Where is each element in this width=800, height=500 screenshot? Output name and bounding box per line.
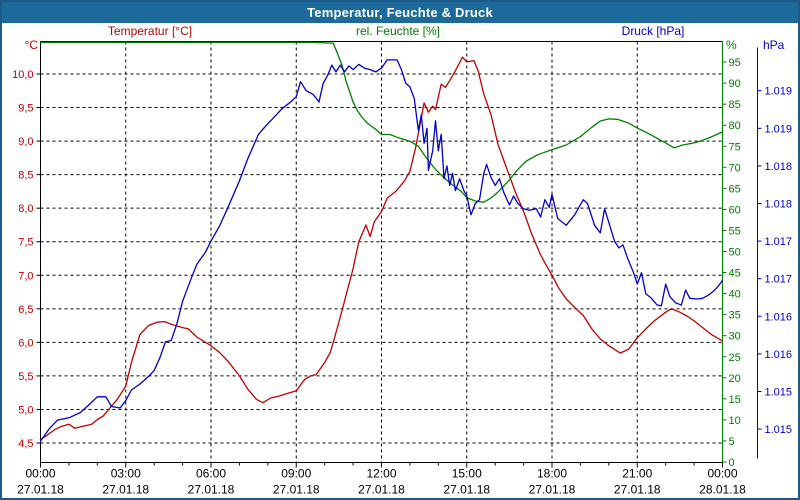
pressure-tick-label: 1.018 — [765, 199, 793, 211]
humidity-tick-label: 70 — [729, 162, 741, 174]
x-tick-time: 12:00 — [366, 467, 396, 481]
x-tick-time: 15:00 — [452, 467, 482, 481]
x-tick-time: 06:00 — [196, 467, 226, 481]
humidity-tick-label: 30 — [729, 331, 741, 343]
pressure-line — [39, 59, 724, 442]
humidity-tick-label: 90 — [729, 78, 741, 90]
temp-tick-label: 5,0 — [18, 404, 33, 416]
temp-tick-label: 6,5 — [18, 304, 33, 316]
humidity-tick-label: 10 — [729, 415, 741, 427]
pressure-tick-label: 1.016 — [765, 349, 793, 361]
temperature-line — [39, 56, 724, 441]
temp-axis-unit: °C — [24, 38, 38, 52]
x-tick-date: 28.01.18 — [699, 483, 746, 497]
humidity-tick-label: 35 — [729, 310, 741, 322]
x-tick-time: 09:00 — [281, 467, 311, 481]
pressure-axis-unit: hPa — [763, 38, 785, 52]
legend-humidity: rel. Feuchte [%] — [355, 24, 441, 38]
pressure-tick-label: 1.019 — [765, 86, 793, 98]
pressure-tick-label: 1.015 — [765, 387, 793, 399]
temp-tick-label: 10,0 — [12, 69, 33, 81]
x-tick-time: 21:00 — [622, 467, 652, 481]
x-tick-time: 03:00 — [111, 467, 141, 481]
temp-tick-label: 4,5 — [18, 438, 33, 450]
temp-tick-label: 8,5 — [18, 170, 33, 182]
x-tick-time: 18:00 — [537, 467, 567, 481]
window-title: Temperatur, Feuchte & Druck — [307, 5, 493, 20]
temp-tick-label: 5,5 — [18, 371, 33, 383]
humidity-tick-label: 80 — [729, 120, 741, 132]
humidity-tick-label: 5 — [729, 436, 735, 448]
humidity-tick-label: 55 — [729, 225, 741, 237]
humidity-tick-label: 20 — [729, 373, 741, 385]
humidity-tick-label: 85 — [729, 99, 741, 111]
humidity-tick-label: 40 — [729, 289, 741, 301]
humidity-tick-label: 95 — [729, 57, 741, 69]
temp-tick-label: 9,5 — [18, 103, 33, 115]
pressure-tick-label: 1.017 — [765, 236, 793, 248]
x-tick-date: 27.01.18 — [17, 483, 64, 497]
x-tick-date: 27.01.18 — [273, 483, 320, 497]
legend-pressure: Druck [hPa] — [621, 24, 685, 38]
humidity-tick-label: 65 — [729, 183, 741, 195]
x-tick-time: 00:00 — [707, 467, 737, 481]
humidity-tick-label: 15 — [729, 394, 741, 406]
humidity-tick-label: 75 — [729, 141, 741, 153]
temp-tick-label: 8,0 — [18, 203, 33, 215]
x-tick-date: 27.01.18 — [102, 483, 149, 497]
pressure-tick-label: 1.016 — [765, 311, 793, 323]
humidity-tick-label: 0 — [729, 457, 735, 469]
humidity-tick-label: 45 — [729, 268, 741, 280]
x-tick-date: 27.01.18 — [188, 483, 235, 497]
x-tick-date: 27.01.18 — [358, 483, 405, 497]
title-bar: Temperatur, Feuchte & Druck — [2, 2, 798, 23]
x-tick-date: 27.01.18 — [443, 483, 490, 497]
pressure-tick-label: 1.019 — [765, 123, 793, 135]
pressure-tick-label: 1.017 — [765, 274, 793, 286]
x-tick-date: 27.01.18 — [614, 483, 661, 497]
humidity-axis-unit: % — [726, 38, 737, 52]
x-tick-date: 27.01.18 — [529, 483, 576, 497]
temp-tick-label: 6,0 — [18, 337, 33, 349]
humidity-tick-label: 25 — [729, 352, 741, 364]
humidity-tick-label: 50 — [729, 247, 741, 259]
legend-temperature: Temperatur [°C] — [107, 24, 193, 38]
x-tick-time: 00:00 — [25, 467, 55, 481]
temp-tick-label: 7,5 — [18, 237, 33, 249]
humidity-line — [39, 41, 724, 203]
temp-tick-label: 9,0 — [18, 136, 33, 148]
pressure-tick-label: 1.018 — [765, 161, 793, 173]
humidity-tick-label: 60 — [729, 204, 741, 216]
plot-border — [40, 41, 723, 463]
pressure-tick-label: 1.015 — [765, 424, 793, 436]
temp-tick-label: 7,0 — [18, 270, 33, 282]
